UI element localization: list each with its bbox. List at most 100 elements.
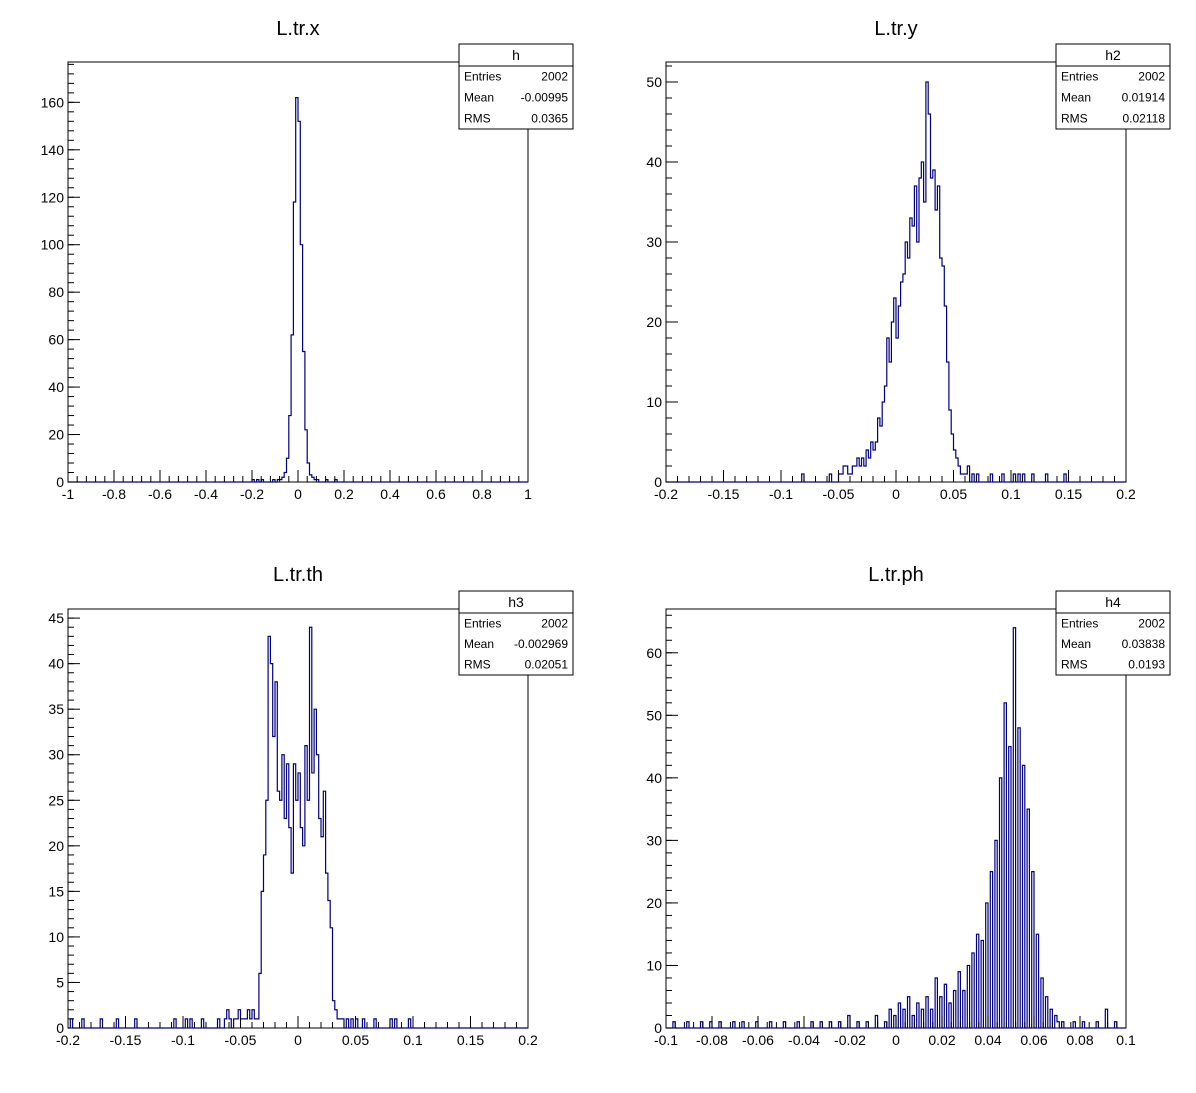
x-tick-label: -0.8	[102, 486, 126, 502]
histogram-series	[68, 626, 528, 1029]
y-tick-label: 40	[48, 379, 64, 395]
stats-entries-label: Entries	[464, 70, 501, 84]
stats-mean-label: Mean	[464, 637, 494, 651]
x-tick-label: 1	[524, 486, 532, 502]
stats-box: h2 Entries 2002 Mean 0.01914 RMS 0.02118	[1055, 43, 1171, 130]
x-tick-label: -0.08	[696, 1032, 728, 1048]
y-tick-label: 0	[56, 1020, 64, 1036]
histogram-panel-3: L.tr.th -0.2 -0.15 -0.1 -0.05 0 0.05 0.1 0.15 0.2…	[48, 564, 574, 1048]
x-tick-label: 0.1	[1116, 1032, 1136, 1048]
histogram-panel-4: L.tr.ph -0.1 -0.08 -0.06 -0.04 -0.02 0 0.02 0.04…	[646, 564, 1171, 1048]
stats-mean-label: Mean	[1061, 637, 1091, 651]
x-tick-label: 0	[892, 1032, 900, 1048]
y-tick-label: 20	[48, 838, 64, 854]
stats-mean-label: Mean	[1061, 91, 1091, 105]
stats-mean-value: -0.00995	[521, 91, 569, 105]
y-tick-label: 0	[654, 474, 662, 490]
x-tick-label: 0.15	[457, 1032, 484, 1048]
y-tick-label: 10	[646, 394, 662, 410]
x-tick-label: -0.2	[240, 486, 264, 502]
y-tick-label: 60	[646, 645, 662, 661]
x-tick-label: 0.04	[974, 1032, 1001, 1048]
x-tick-label: 0.6	[426, 486, 446, 502]
y-tick-label: 10	[646, 957, 662, 973]
x-tick-label: 0.2	[334, 486, 354, 502]
x-tick-label: -0.4	[194, 486, 218, 502]
stats-entries-value: 2002	[541, 616, 568, 630]
x-tick-label: -0.2	[56, 1032, 80, 1048]
y-tick-label: 50	[646, 74, 662, 90]
y-tick-label: 20	[646, 314, 662, 330]
stats-rms-label: RMS	[1061, 112, 1088, 126]
stats-box-frame	[458, 590, 574, 676]
y-tick-label: 100	[41, 237, 65, 253]
stats-box-frame	[1055, 43, 1171, 130]
stats-histogram-name: h3	[508, 594, 524, 610]
stats-mean-value: 0.01914	[1122, 91, 1166, 105]
y-tick-label: 30	[48, 747, 64, 763]
chart-title: L.tr.th	[273, 564, 323, 586]
y-tick-label: 50	[646, 707, 662, 723]
stats-rms-value: 0.02051	[525, 658, 569, 672]
stats-rms-label: RMS	[464, 112, 491, 126]
chart-title: L.tr.ph	[868, 564, 924, 586]
stats-rms-label: RMS	[464, 658, 491, 672]
y-tick-label: 40	[646, 154, 662, 170]
x-tick-label: 0.2	[518, 1032, 538, 1048]
x-tick-label: -0.1	[769, 486, 793, 502]
histogram-panel-2: L.tr.y -0.2 -0.15 -0.1 -0.05 0 0.05 0.1 0.15 0.2 0…	[646, 18, 1171, 502]
x-tick-label: -0.6	[148, 486, 172, 502]
stats-entries-label: Entries	[464, 616, 501, 630]
x-tick-label: -0.15	[708, 486, 740, 502]
stats-box: h3 Entries 2002 Mean -0.002969 RMS 0.02051	[458, 590, 574, 676]
histogram-series	[666, 81, 1126, 483]
stats-histogram-name: h	[512, 47, 520, 63]
x-tick-label: -0.2	[654, 486, 678, 502]
x-tick-label: 0.06	[1020, 1032, 1047, 1048]
x-tick-label: 0	[892, 486, 900, 502]
histogram-series	[666, 627, 1126, 1029]
x-tick-label: -0.1	[171, 1032, 195, 1048]
y-tick-label: 40	[48, 656, 64, 672]
x-tick-label: -0.04	[788, 1032, 820, 1048]
stats-box-frame	[1055, 590, 1171, 676]
x-tick-label: -0.15	[110, 1032, 142, 1048]
y-tick-label: 80	[48, 284, 64, 300]
y-tick-label: 60	[48, 332, 64, 348]
x-tick-label: 0.08	[1066, 1032, 1093, 1048]
stats-entries-label: Entries	[1061, 70, 1098, 84]
x-tick-label: -0.05	[225, 1032, 257, 1048]
y-tick-label: 20	[646, 895, 662, 911]
stats-rms-label: RMS	[1061, 658, 1088, 672]
y-tick-label: 40	[646, 770, 662, 786]
y-tick-label: 160	[41, 94, 65, 110]
stats-entries-value: 2002	[1138, 616, 1165, 630]
x-tick-label: 0.05	[940, 486, 967, 502]
x-tick-label: 0.8	[472, 486, 492, 502]
x-tick-label: -0.06	[742, 1032, 774, 1048]
x-tick-label: -0.02	[834, 1032, 866, 1048]
stats-rms-value: 0.0365	[531, 112, 568, 126]
y-tick-label: 30	[646, 832, 662, 848]
stats-entries-value: 2002	[1138, 70, 1165, 84]
x-tick-label: 0.15	[1055, 486, 1082, 502]
x-tick-label: 0	[294, 486, 302, 502]
stats-mean-value: 0.03838	[1122, 637, 1166, 651]
y-tick-label: 5	[56, 974, 64, 990]
y-tick-label: 45	[48, 610, 64, 626]
x-tick-label: -1	[62, 486, 75, 502]
y-tick-label: 140	[41, 142, 65, 158]
y-tick-label: 35	[48, 701, 64, 717]
x-tick-label: 0.02	[928, 1032, 955, 1048]
histogram-series	[68, 96, 528, 483]
y-tick-label: 10	[48, 929, 64, 945]
y-tick-label: 15	[48, 883, 64, 899]
stats-entries-label: Entries	[1061, 616, 1098, 630]
stats-histogram-name: h4	[1105, 594, 1121, 610]
x-tick-label: 0.05	[342, 1032, 369, 1048]
x-tick-label: -0.05	[823, 486, 855, 502]
stats-rms-value: 0.02118	[1123, 112, 1166, 126]
y-tick-label: 120	[41, 189, 65, 205]
y-tick-label: 20	[48, 427, 64, 443]
